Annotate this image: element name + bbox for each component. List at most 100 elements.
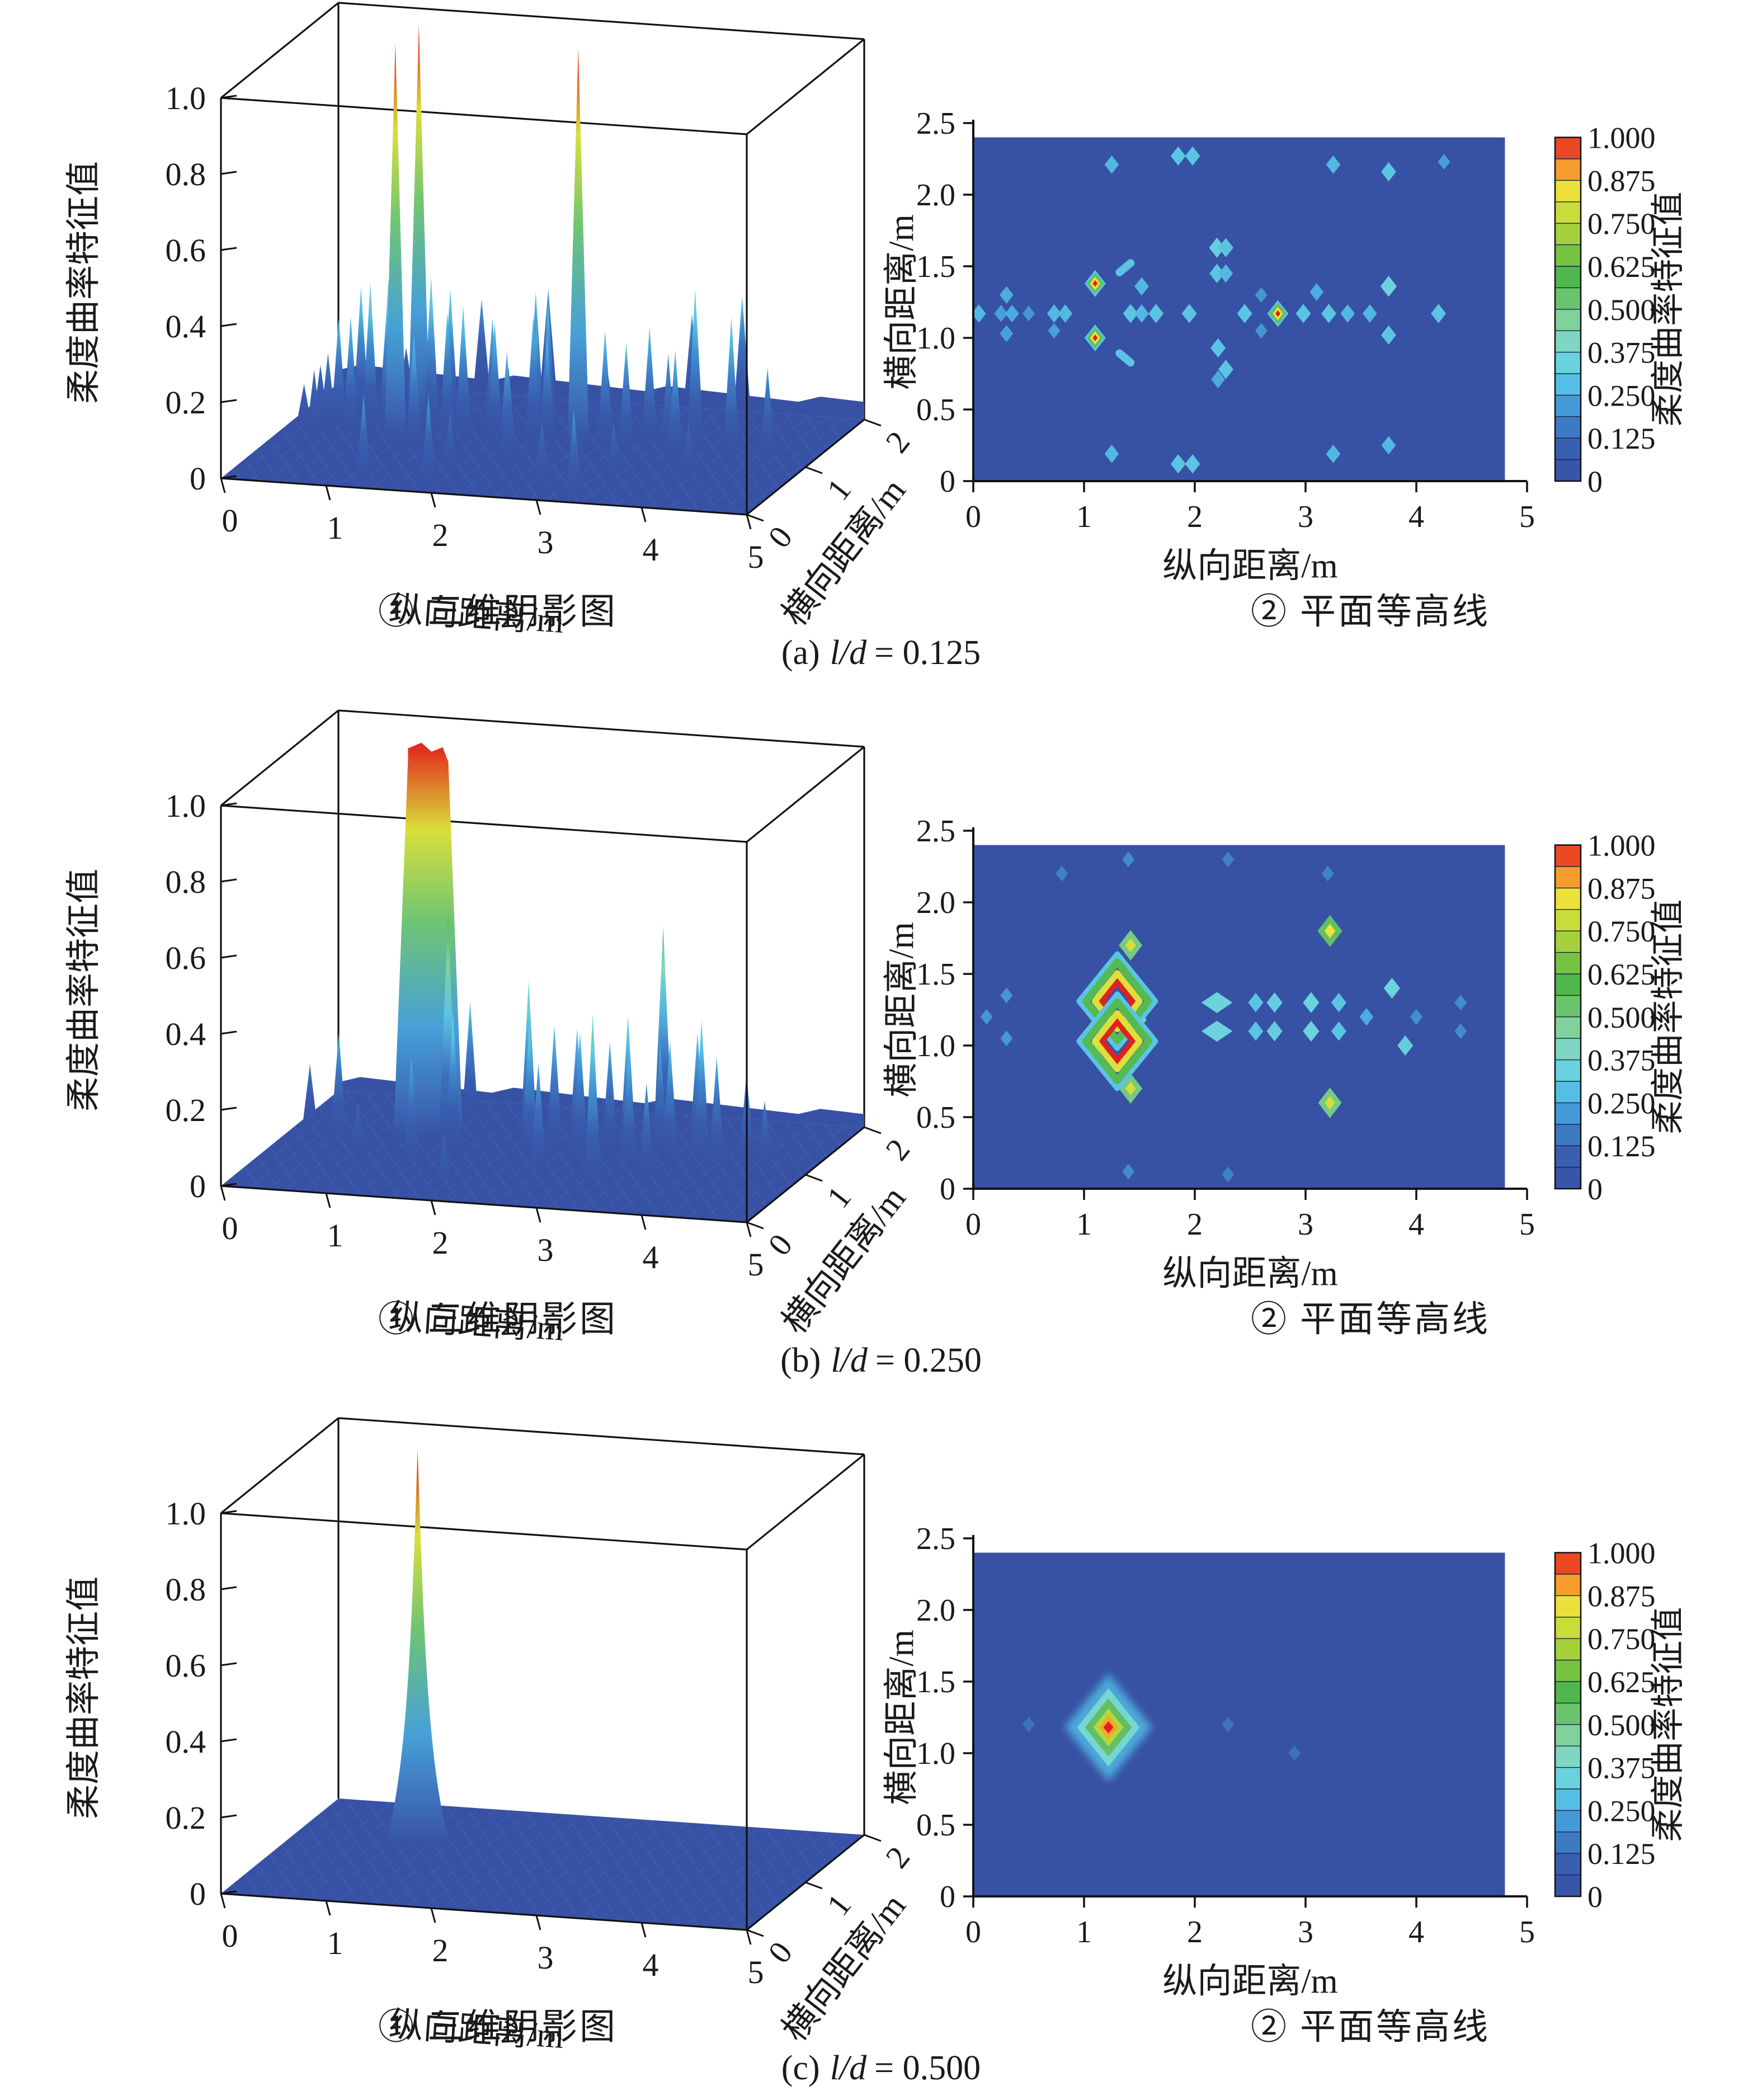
x-tick-label: 0	[222, 1918, 238, 1954]
x-tick	[746, 1222, 752, 1237]
x-tick-label: 0	[965, 500, 981, 534]
x-tick-label: 0	[965, 1915, 981, 1950]
contour-ring	[1091, 970, 1143, 1033]
contour-marker	[1325, 1096, 1336, 1110]
contour-marker	[1288, 1745, 1301, 1761]
contour-marker	[1181, 304, 1197, 323]
y-tick	[864, 1834, 882, 1842]
spike	[534, 423, 549, 478]
axis-line	[220, 1417, 340, 1514]
y-tick-label: 1.5	[916, 249, 955, 284]
z-tick-label: 0.4	[166, 1016, 206, 1052]
x-tick	[220, 1185, 226, 1201]
row-caption-mth: l/d	[830, 634, 867, 672]
x-tick-label: 3	[538, 1939, 554, 1976]
contour-marker	[1023, 1716, 1035, 1732]
spike	[321, 352, 336, 421]
contour-plot-c_contour: 0 0.5 1.0 1.5 2.0 2.5 0 1 2 3 4 5 纵向距离/m 横向距离/m 1.000 0…	[883, 1522, 1686, 2000]
contour-marker	[1266, 992, 1283, 1013]
colorbar-segment	[1555, 1081, 1581, 1104]
z-tick-label: 0.6	[166, 232, 206, 269]
y-tick-label: 1.5	[916, 957, 955, 992]
axis-line	[746, 746, 865, 843]
colorbar-segment	[1555, 416, 1581, 439]
z-tick	[220, 1106, 237, 1111]
y-tick-label: 2.5	[916, 1522, 955, 1556]
contour-marker	[1381, 162, 1396, 182]
spike	[421, 394, 436, 486]
colorbar	[1554, 1552, 1582, 1897]
spike	[525, 316, 541, 438]
spike	[439, 312, 456, 434]
contour-marker	[1295, 304, 1311, 323]
x-tick-label: 2	[1187, 1915, 1203, 1950]
contour-marker	[1454, 1023, 1467, 1039]
spike	[662, 1040, 678, 1155]
contour-marker	[1222, 1166, 1235, 1183]
colorbar-segment	[1555, 888, 1581, 910]
z-tick-label: 1.0	[166, 80, 206, 116]
colorbar-segment	[1555, 459, 1581, 482]
spike	[572, 1032, 588, 1154]
x-tick	[746, 514, 752, 530]
colorbar-tick-label: 0.625	[1587, 1665, 1656, 1699]
row-caption-mth: l/d	[830, 2049, 867, 2087]
y-tick	[805, 466, 823, 474]
spike	[445, 1011, 461, 1148]
z-axis-label: 柔度曲率特征值	[65, 161, 103, 404]
z-tick-label: 1.0	[166, 788, 206, 824]
contour-marker	[1000, 987, 1013, 1004]
spike	[639, 1082, 654, 1174]
x-tick-label: 5	[748, 1954, 764, 1990]
y-tick-label: 0	[940, 464, 955, 499]
colorbar-label: 柔度曲率特征值	[1650, 900, 1686, 1134]
contour-marker	[1380, 276, 1397, 297]
colorbar-segment	[1555, 374, 1581, 396]
spike	[351, 1103, 365, 1149]
contour-marker	[1331, 992, 1346, 1013]
y-tick	[746, 514, 764, 522]
contour-ring	[1099, 1019, 1135, 1063]
contour-field	[973, 845, 1505, 1189]
colorbar-segment	[1555, 1552, 1581, 1575]
colorbar-tick-label: 0.875	[1587, 164, 1656, 197]
x-tick-label: 5	[748, 1246, 764, 1283]
contour-bar-marker	[1115, 349, 1135, 367]
x-tick-label: 0	[222, 1210, 238, 1246]
colorbar-segment	[1555, 1810, 1581, 1833]
x-tick-label: 3	[538, 1232, 554, 1268]
x-tick-label: 1	[1076, 500, 1092, 534]
z-axis-label: 柔度曲率特征值	[65, 1576, 103, 1819]
spike	[723, 316, 739, 454]
colorbar-tick-label: 0.750	[1587, 207, 1656, 241]
smooth-peak	[385, 1449, 450, 1845]
colorbar-segment	[1555, 1167, 1581, 1189]
x-tick-label: 3	[1298, 1207, 1313, 1242]
colorbar-segment	[1555, 180, 1581, 203]
contour-marker	[1122, 851, 1135, 868]
x-tick-label: 2	[432, 1932, 449, 1969]
contour-marker	[1218, 238, 1233, 257]
colorbar-segment	[1555, 1746, 1581, 1768]
row-caption-pfx: (a)	[781, 634, 820, 672]
spike	[539, 334, 555, 441]
z-tick	[220, 475, 237, 479]
x-tick	[325, 485, 331, 501]
spike	[567, 47, 590, 444]
contour-marker	[1092, 280, 1098, 287]
colorbar-tick-label: 0.500	[1587, 1708, 1656, 1742]
y-tick-label: 0	[940, 1880, 955, 1914]
colorbar-tick-label: 0.500	[1587, 1001, 1656, 1034]
spike	[687, 289, 704, 441]
z-tick-label: 0.8	[166, 1571, 206, 1608]
z-tick	[220, 1662, 237, 1666]
x-tick	[746, 1929, 752, 1945]
colorbar-segment	[1555, 1703, 1581, 1725]
spike	[302, 1064, 318, 1126]
x-tick-label: 3	[1298, 500, 1313, 534]
contour-marker	[1170, 146, 1186, 166]
colorbar-segment	[1555, 1574, 1581, 1597]
contour-marker	[1248, 992, 1264, 1013]
contour-marker	[1438, 154, 1450, 170]
z-tick	[220, 247, 237, 251]
